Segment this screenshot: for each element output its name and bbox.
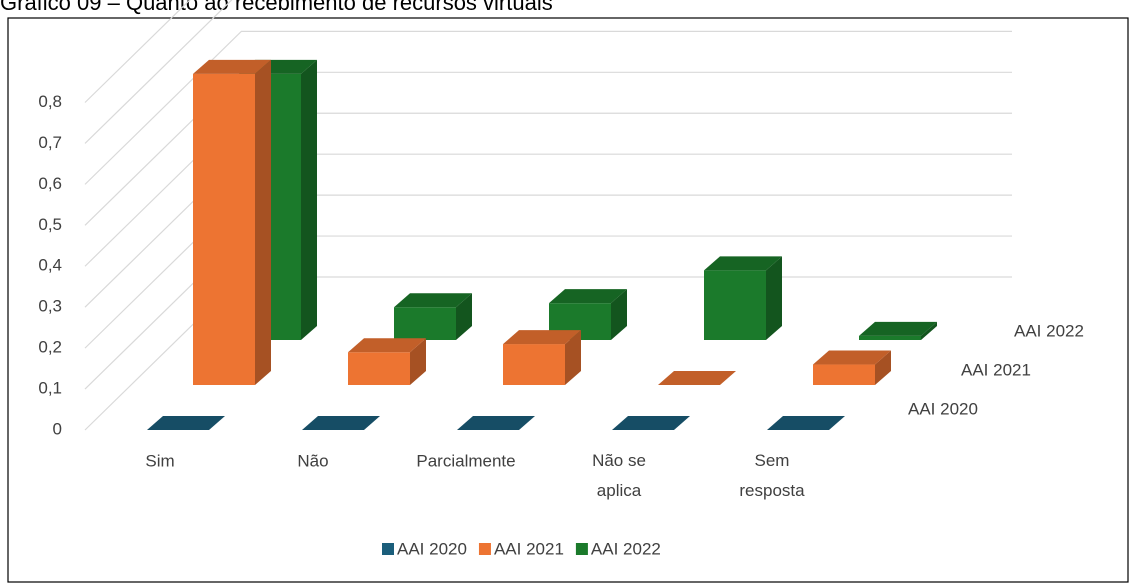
chart-title: Gráfico 09 – Quanto ao recebimento de re…: [0, 0, 553, 15]
bar: [394, 293, 472, 340]
bar-top: [549, 289, 627, 304]
bar: [302, 416, 380, 430]
bar-top: [767, 416, 845, 430]
label-line: Não se: [592, 451, 646, 470]
bar: [859, 321, 937, 340]
y-tick-label: 0,7: [38, 133, 62, 152]
bar-top: [302, 416, 380, 430]
bar: [193, 59, 271, 385]
bar-top: [612, 416, 690, 430]
bar: [147, 416, 225, 430]
y-tick-label: 0: [53, 419, 62, 438]
bar: [457, 416, 535, 430]
bar-top: [813, 350, 891, 365]
bar: [348, 338, 426, 385]
bar-top: [859, 321, 937, 336]
x-tick-label: Não se aplica: [592, 451, 646, 500]
bar-top: [503, 330, 581, 345]
x-tick-label: Não: [297, 451, 328, 470]
label-line: Sem: [755, 451, 790, 470]
bar-side: [255, 59, 271, 385]
bar-side: [766, 256, 782, 340]
grid-line: [84, 30, 1012, 185]
y-tick-label: 0,1: [38, 379, 62, 398]
legend-swatch: [478, 543, 491, 555]
bar-side: [921, 321, 937, 340]
grid-line: [84, 0, 191, 103]
bar-top: [394, 293, 472, 308]
bar-top: [704, 256, 782, 271]
bar-front: [348, 352, 410, 385]
y-tick-label: 0,6: [38, 174, 62, 193]
bar-side: [875, 350, 891, 385]
series-axis-label: AAI 2022: [1014, 321, 1084, 340]
bar: [704, 256, 782, 340]
label-line: aplica: [597, 481, 642, 500]
legend-swatch: [575, 543, 588, 555]
bar-front: [859, 335, 921, 340]
x-tick-label: Sim: [145, 451, 174, 470]
label-line: resposta: [739, 481, 805, 500]
bar-front: [394, 307, 456, 340]
y-tick-label: 0,4: [38, 256, 62, 275]
bar-front: [813, 364, 875, 385]
series-axis-label: AAI 2020: [908, 399, 978, 418]
y-tick-label: 0,5: [38, 215, 62, 234]
y-tick-label: 0,8: [38, 92, 62, 111]
legend-label: AAI 2020: [397, 539, 467, 558]
bar: [813, 350, 891, 385]
bar-front: [503, 344, 565, 385]
bar-side: [565, 330, 581, 385]
bar-top: [457, 416, 535, 430]
x-tick-label: Sem resposta: [739, 451, 805, 500]
bar-front: [193, 73, 255, 385]
bar: [612, 416, 690, 430]
legend-swatch: [382, 543, 394, 555]
y-tick-label: 0,3: [38, 297, 62, 316]
x-tick-label: Parcialmente: [416, 451, 515, 470]
series-axis-label: AAI 2021: [961, 360, 1031, 379]
bar-side: [410, 338, 426, 385]
bar: [658, 371, 736, 385]
y-tick-label: 0,2: [38, 338, 62, 357]
bar-front: [704, 270, 766, 340]
legend-label: AAI 2022: [591, 539, 661, 558]
bar-top: [147, 416, 225, 430]
grid-line: [84, 0, 233, 144]
bar-side: [301, 59, 317, 340]
bar-side: [456, 293, 472, 340]
bar-top: [193, 59, 271, 74]
bar-top: [348, 338, 426, 353]
legend-label: AAI 2021: [494, 539, 564, 558]
bar: [503, 330, 581, 385]
bar-top: [658, 371, 736, 385]
bar-side: [611, 289, 627, 340]
bar: [767, 416, 845, 430]
